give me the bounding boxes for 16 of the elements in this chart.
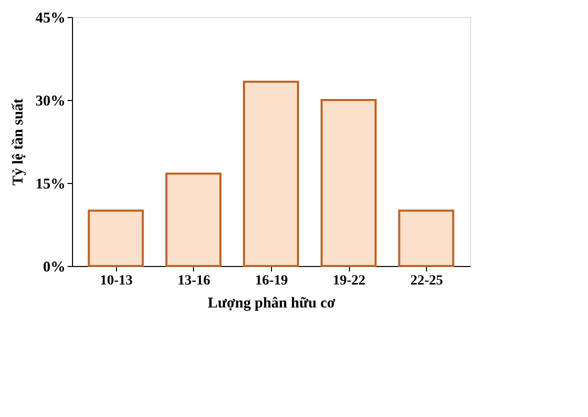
y-tick-label: 0% <box>43 260 66 276</box>
bar <box>320 99 377 267</box>
x-tick-label: 19-22 <box>332 274 366 288</box>
bar <box>398 210 454 267</box>
bar <box>88 210 144 267</box>
y-tick-label: 45% <box>36 10 66 26</box>
y-tick-label: 15% <box>36 176 66 192</box>
bar <box>165 172 222 267</box>
x-tick-label: 22-25 <box>410 274 444 288</box>
x-tick-label: 10-13 <box>100 274 133 288</box>
y-tick-label: 30% <box>36 94 66 110</box>
bar <box>243 80 299 267</box>
x-axis-title: Lượng phân hữu cơ <box>208 296 336 312</box>
x-tick-label: 16-19 <box>255 274 288 288</box>
x-tick-label: 13-16 <box>178 274 210 288</box>
y-axis-title: Tỷ lệ tần suất <box>10 98 26 186</box>
